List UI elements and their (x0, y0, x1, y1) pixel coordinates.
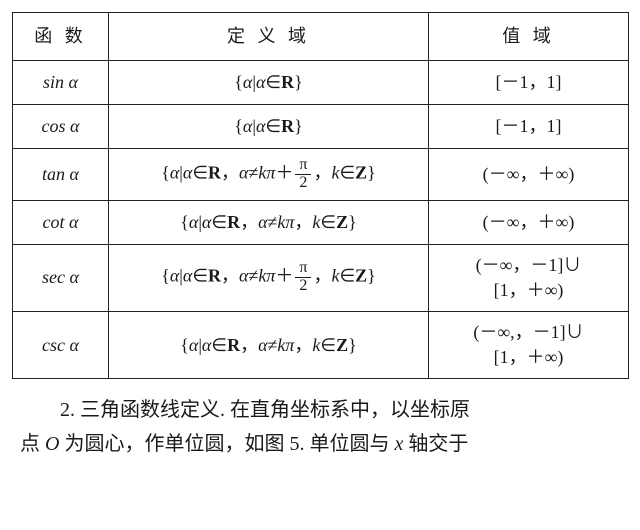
trig-domain-range-table: 函 数 定 义 域 值 域 sin α{α|α∈R}[－1，1]cos α{α|… (12, 12, 629, 379)
cell-range: (－∞，＋∞) (429, 149, 629, 201)
para-line1: 2. 三角函数线定义. 在直角坐标系中，以坐标原 (60, 399, 470, 421)
table-row: cot α{α|α∈R，α≠kπ，k∈Z}(－∞，＋∞) (13, 200, 629, 244)
cell-func: sec α (13, 244, 109, 311)
cell-range: [－1，1] (429, 61, 629, 105)
cell-domain: {α|α∈R，α≠kπ，k∈Z} (109, 200, 429, 244)
header-domain: 定 义 域 (109, 13, 429, 61)
cell-range: (－∞，＋∞) (429, 200, 629, 244)
cell-range: [－1，1] (429, 105, 629, 149)
body-paragraph: 2. 三角函数线定义. 在直角坐标系中，以坐标原 点 O 为圆心，作单位圆，如图… (12, 393, 628, 461)
cell-domain: {α|α∈R，α≠kπ，k∈Z} (109, 311, 429, 378)
table-header-row: 函 数 定 义 域 值 域 (13, 13, 629, 61)
cell-range: (－∞,，－1]∪[1，＋∞) (429, 311, 629, 378)
table-row: sin α{α|α∈R}[－1，1] (13, 61, 629, 105)
cell-func: sin α (13, 61, 109, 105)
cell-func: cot α (13, 200, 109, 244)
table-row: cos α{α|α∈R}[－1，1] (13, 105, 629, 149)
cell-domain: {α|α∈R，α≠kπ＋π2，k∈Z} (109, 149, 429, 201)
para-line2: 点 O 为圆心，作单位圆，如图 5. 单位圆与 x 轴交于 (20, 433, 468, 455)
cell-domain: {α|α∈R} (109, 105, 429, 149)
cell-func: csc α (13, 311, 109, 378)
table-row: tan α{α|α∈R，α≠kπ＋π2，k∈Z}(－∞，＋∞) (13, 149, 629, 201)
cell-func: cos α (13, 105, 109, 149)
cell-domain: {α|α∈R} (109, 61, 429, 105)
table-body: sin α{α|α∈R}[－1，1]cos α{α|α∈R}[－1，1]tan … (13, 61, 629, 379)
cell-func: tan α (13, 149, 109, 201)
table-row: sec α{α|α∈R，α≠kπ＋π2，k∈Z}(－∞，－1]∪[1，＋∞) (13, 244, 629, 311)
cell-domain: {α|α∈R，α≠kπ＋π2，k∈Z} (109, 244, 429, 311)
header-range: 值 域 (429, 13, 629, 61)
table-row: csc α{α|α∈R，α≠kπ，k∈Z}(－∞,，－1]∪[1，＋∞) (13, 311, 629, 378)
header-func: 函 数 (13, 13, 109, 61)
cell-range: (－∞，－1]∪[1，＋∞) (429, 244, 629, 311)
